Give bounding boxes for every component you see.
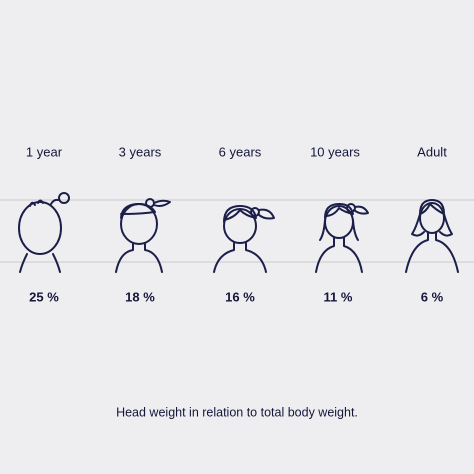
age-label: 10 years xyxy=(310,144,360,159)
figure-toddler xyxy=(115,198,171,273)
figure-adult xyxy=(405,199,459,273)
figure-baby xyxy=(18,192,70,273)
caption: Head weight in relation to total body we… xyxy=(116,405,358,419)
share-label: 18 % xyxy=(125,289,155,304)
share-label: 11 % xyxy=(324,289,353,304)
figure-preteen xyxy=(315,203,369,273)
figure-child xyxy=(213,205,275,273)
age-label: 1 year xyxy=(26,144,63,159)
share-label: 6 % xyxy=(421,289,444,304)
age-label: 6 years xyxy=(219,144,262,159)
share-label: 16 % xyxy=(225,289,255,304)
age-label: 3 years xyxy=(119,144,162,159)
age-label: Adult xyxy=(417,144,447,159)
share-label: 25 % xyxy=(29,289,59,304)
